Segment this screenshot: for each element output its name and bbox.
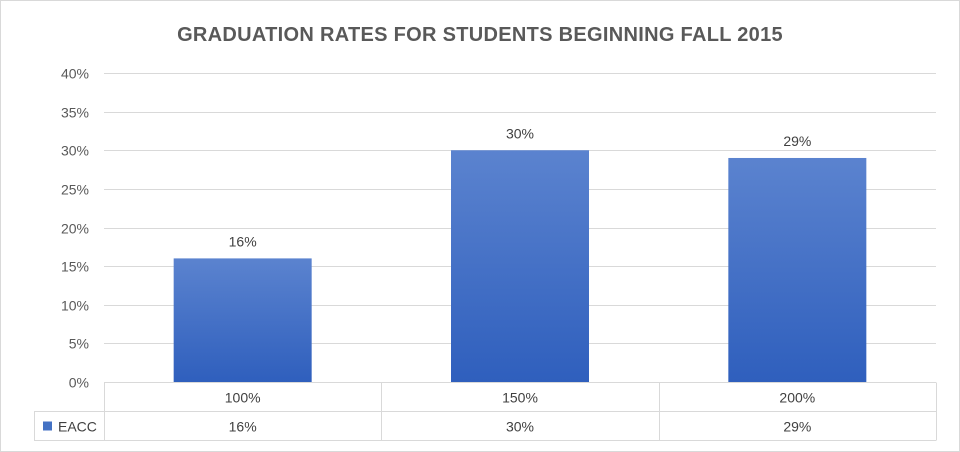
table-value: 30%	[506, 419, 534, 435]
legend-key	[43, 421, 52, 431]
bar	[173, 258, 312, 382]
y-tick-label: 0%	[69, 375, 89, 391]
x-category-label: 200%	[779, 390, 815, 406]
y-tick-label: 35%	[61, 105, 89, 121]
y-tick-label: 40%	[61, 66, 89, 82]
bar	[728, 157, 867, 382]
data-label: 30%	[506, 125, 534, 141]
x-category-label: 100%	[225, 390, 261, 406]
data-table: 100% 16% 150% 30% 200% 29% EACC	[34, 382, 937, 441]
y-tick-label: 10%	[61, 298, 89, 314]
y-tick-label: 20%	[61, 221, 89, 237]
table-value: 29%	[783, 419, 811, 435]
y-tick-label: 30%	[61, 143, 89, 159]
series-name: EACC	[58, 419, 97, 435]
data-label: 29%	[783, 133, 811, 149]
data-label: 16%	[229, 233, 257, 249]
bar	[451, 150, 589, 382]
bars	[173, 150, 867, 382]
data-labels: 16% 30% 29%	[229, 125, 812, 249]
y-tick-label: 15%	[61, 259, 89, 275]
y-axis-tick-labels: 0% 5% 10% 15% 20% 25% 30% 35% 40%	[61, 66, 89, 391]
table-value: 16%	[229, 419, 257, 435]
y-tick-label: 5%	[69, 336, 89, 352]
chart-title: GRADUATION RATES FOR STUDENTS BEGINNING …	[177, 24, 783, 46]
y-tick-label: 25%	[61, 182, 89, 198]
x-category-label: 150%	[502, 390, 538, 406]
